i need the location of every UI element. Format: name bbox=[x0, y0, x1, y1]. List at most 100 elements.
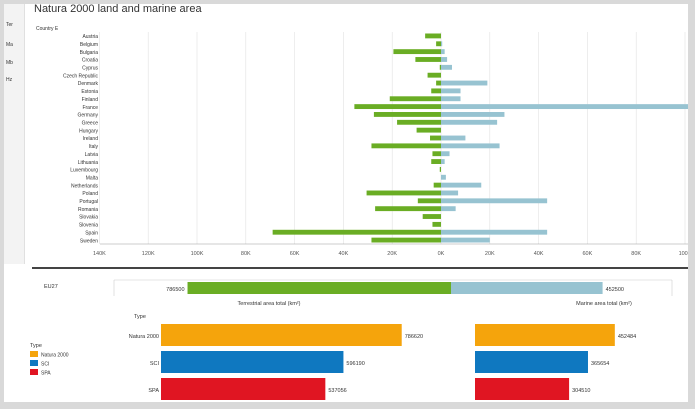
terrestrial-bar bbox=[425, 33, 441, 39]
x-tick-label: 80K bbox=[631, 251, 641, 257]
terrestrial-bar bbox=[373, 112, 441, 117]
terrestrial-bar bbox=[393, 49, 441, 55]
terrestrial-bar bbox=[430, 135, 441, 141]
terrestrial-bar bbox=[389, 96, 441, 102]
marine-bar bbox=[441, 88, 461, 94]
terrestrial-bar bbox=[272, 229, 441, 235]
left-nav-item[interactable]: Hz bbox=[6, 77, 13, 83]
right-axis-label: Marine area total (km²) bbox=[576, 301, 632, 307]
terrestrial-bar bbox=[354, 104, 441, 110]
legend-label: Natura 2000 bbox=[41, 353, 69, 359]
x-tick-label: 60K bbox=[583, 251, 593, 257]
marine-bar bbox=[441, 237, 490, 243]
data-label: 596190 bbox=[346, 361, 364, 367]
marine-bar bbox=[441, 190, 459, 196]
x-tick-label: 40K bbox=[534, 251, 544, 257]
marine-bar bbox=[441, 159, 445, 164]
marine-bar bbox=[441, 112, 505, 117]
section-divider bbox=[32, 267, 688, 269]
category-label: Spain bbox=[85, 230, 98, 236]
legend-title: Type bbox=[30, 343, 42, 349]
marine-bar bbox=[441, 229, 548, 235]
terrestrial-bar bbox=[436, 80, 441, 86]
category-label: Romania bbox=[78, 207, 98, 213]
marine-bar bbox=[441, 41, 443, 47]
category-label: Netherlands bbox=[71, 183, 98, 189]
category-label: Denmark bbox=[78, 81, 99, 87]
x-tick-label: 40K bbox=[339, 251, 349, 257]
terrestrial-type-bar bbox=[161, 351, 344, 373]
data-label: 786500 bbox=[166, 287, 184, 293]
category-label: EU27 bbox=[44, 284, 58, 290]
marine-bar bbox=[441, 198, 548, 204]
y-axis-title: Country E bbox=[36, 26, 59, 32]
category-label: Ireland bbox=[83, 136, 99, 142]
terrestrial-bar bbox=[422, 214, 441, 219]
left-nav-item[interactable]: Ter bbox=[6, 22, 13, 28]
terrestrial-bar bbox=[371, 237, 441, 243]
marine-bar bbox=[441, 119, 498, 125]
marine-bar bbox=[441, 80, 488, 86]
terrestrial-bar bbox=[366, 190, 441, 196]
marine-bar bbox=[441, 57, 448, 62]
left-nav-item[interactable]: Ma bbox=[6, 42, 13, 48]
terrestrial-bar bbox=[431, 88, 441, 94]
category-label: Bulgaria bbox=[80, 50, 99, 56]
left-nav-item[interactable]: Mb bbox=[6, 60, 13, 66]
category-label: Austria bbox=[82, 34, 98, 40]
data-label: 786620 bbox=[405, 334, 423, 340]
legend-swatch bbox=[30, 369, 38, 375]
data-label: 537056 bbox=[328, 388, 346, 394]
marine-bar bbox=[441, 64, 452, 70]
data-label: 452500 bbox=[606, 287, 624, 293]
marine-bar bbox=[441, 104, 688, 110]
x-tick-label: 100K bbox=[191, 251, 204, 257]
eu-terrestrial-bar bbox=[187, 282, 451, 294]
category-label: Belgium bbox=[80, 42, 98, 48]
eu-marine-bar bbox=[451, 282, 603, 294]
x-tick-label: 140K bbox=[93, 251, 106, 257]
x-tick-label: 100K bbox=[679, 251, 688, 257]
category-label: SCI bbox=[150, 361, 160, 367]
terrestrial-bar bbox=[432, 221, 441, 227]
marine-bar bbox=[441, 49, 445, 55]
terrestrial-bar bbox=[432, 151, 441, 157]
data-label: 452484 bbox=[618, 334, 636, 340]
x-tick-label: 20K bbox=[387, 251, 397, 257]
category-label: SPA bbox=[148, 388, 159, 394]
terrestrial-bar bbox=[397, 119, 441, 125]
category-label: Natura 2000 bbox=[129, 334, 159, 340]
category-label: Poland bbox=[82, 191, 98, 197]
category-label: Croatia bbox=[82, 58, 98, 64]
marine-type-bar bbox=[475, 351, 588, 373]
terrestrial-bar bbox=[371, 143, 441, 149]
marine-bar bbox=[441, 96, 461, 102]
category-label: Estonia bbox=[81, 89, 98, 95]
terrestrial-bar bbox=[375, 206, 441, 212]
terrestrial-bar bbox=[439, 64, 441, 70]
data-label: 304510 bbox=[572, 388, 590, 394]
category-label: France bbox=[82, 105, 98, 111]
category-label: Germany bbox=[77, 113, 98, 119]
terrestrial-bar bbox=[417, 198, 441, 204]
terrestrial-bar bbox=[436, 41, 441, 47]
category-label: Hungary bbox=[79, 128, 98, 134]
legend-label: SPA bbox=[41, 371, 51, 377]
x-tick-label: 80K bbox=[241, 251, 251, 257]
marine-type-bar bbox=[475, 324, 615, 346]
x-tick-label: 20K bbox=[485, 251, 495, 257]
category-label: Sweden bbox=[80, 238, 98, 244]
category-label: Greece bbox=[82, 120, 99, 126]
data-label: 365654 bbox=[591, 361, 609, 367]
marine-bar bbox=[441, 174, 446, 180]
marine-bar bbox=[441, 143, 500, 149]
category-label: Malta bbox=[86, 175, 98, 181]
marine-type-bar bbox=[475, 378, 570, 400]
category-label: Cyprus bbox=[82, 66, 98, 72]
terrestrial-bar bbox=[415, 57, 441, 62]
category-label: Czech Republic bbox=[63, 73, 99, 79]
terrestrial-type-bar bbox=[161, 378, 326, 400]
category-label: Lithuania bbox=[78, 160, 99, 166]
category-label: Slovakia bbox=[79, 215, 98, 221]
left-nav-strip: Ter Ma Mb Hz bbox=[4, 4, 25, 264]
